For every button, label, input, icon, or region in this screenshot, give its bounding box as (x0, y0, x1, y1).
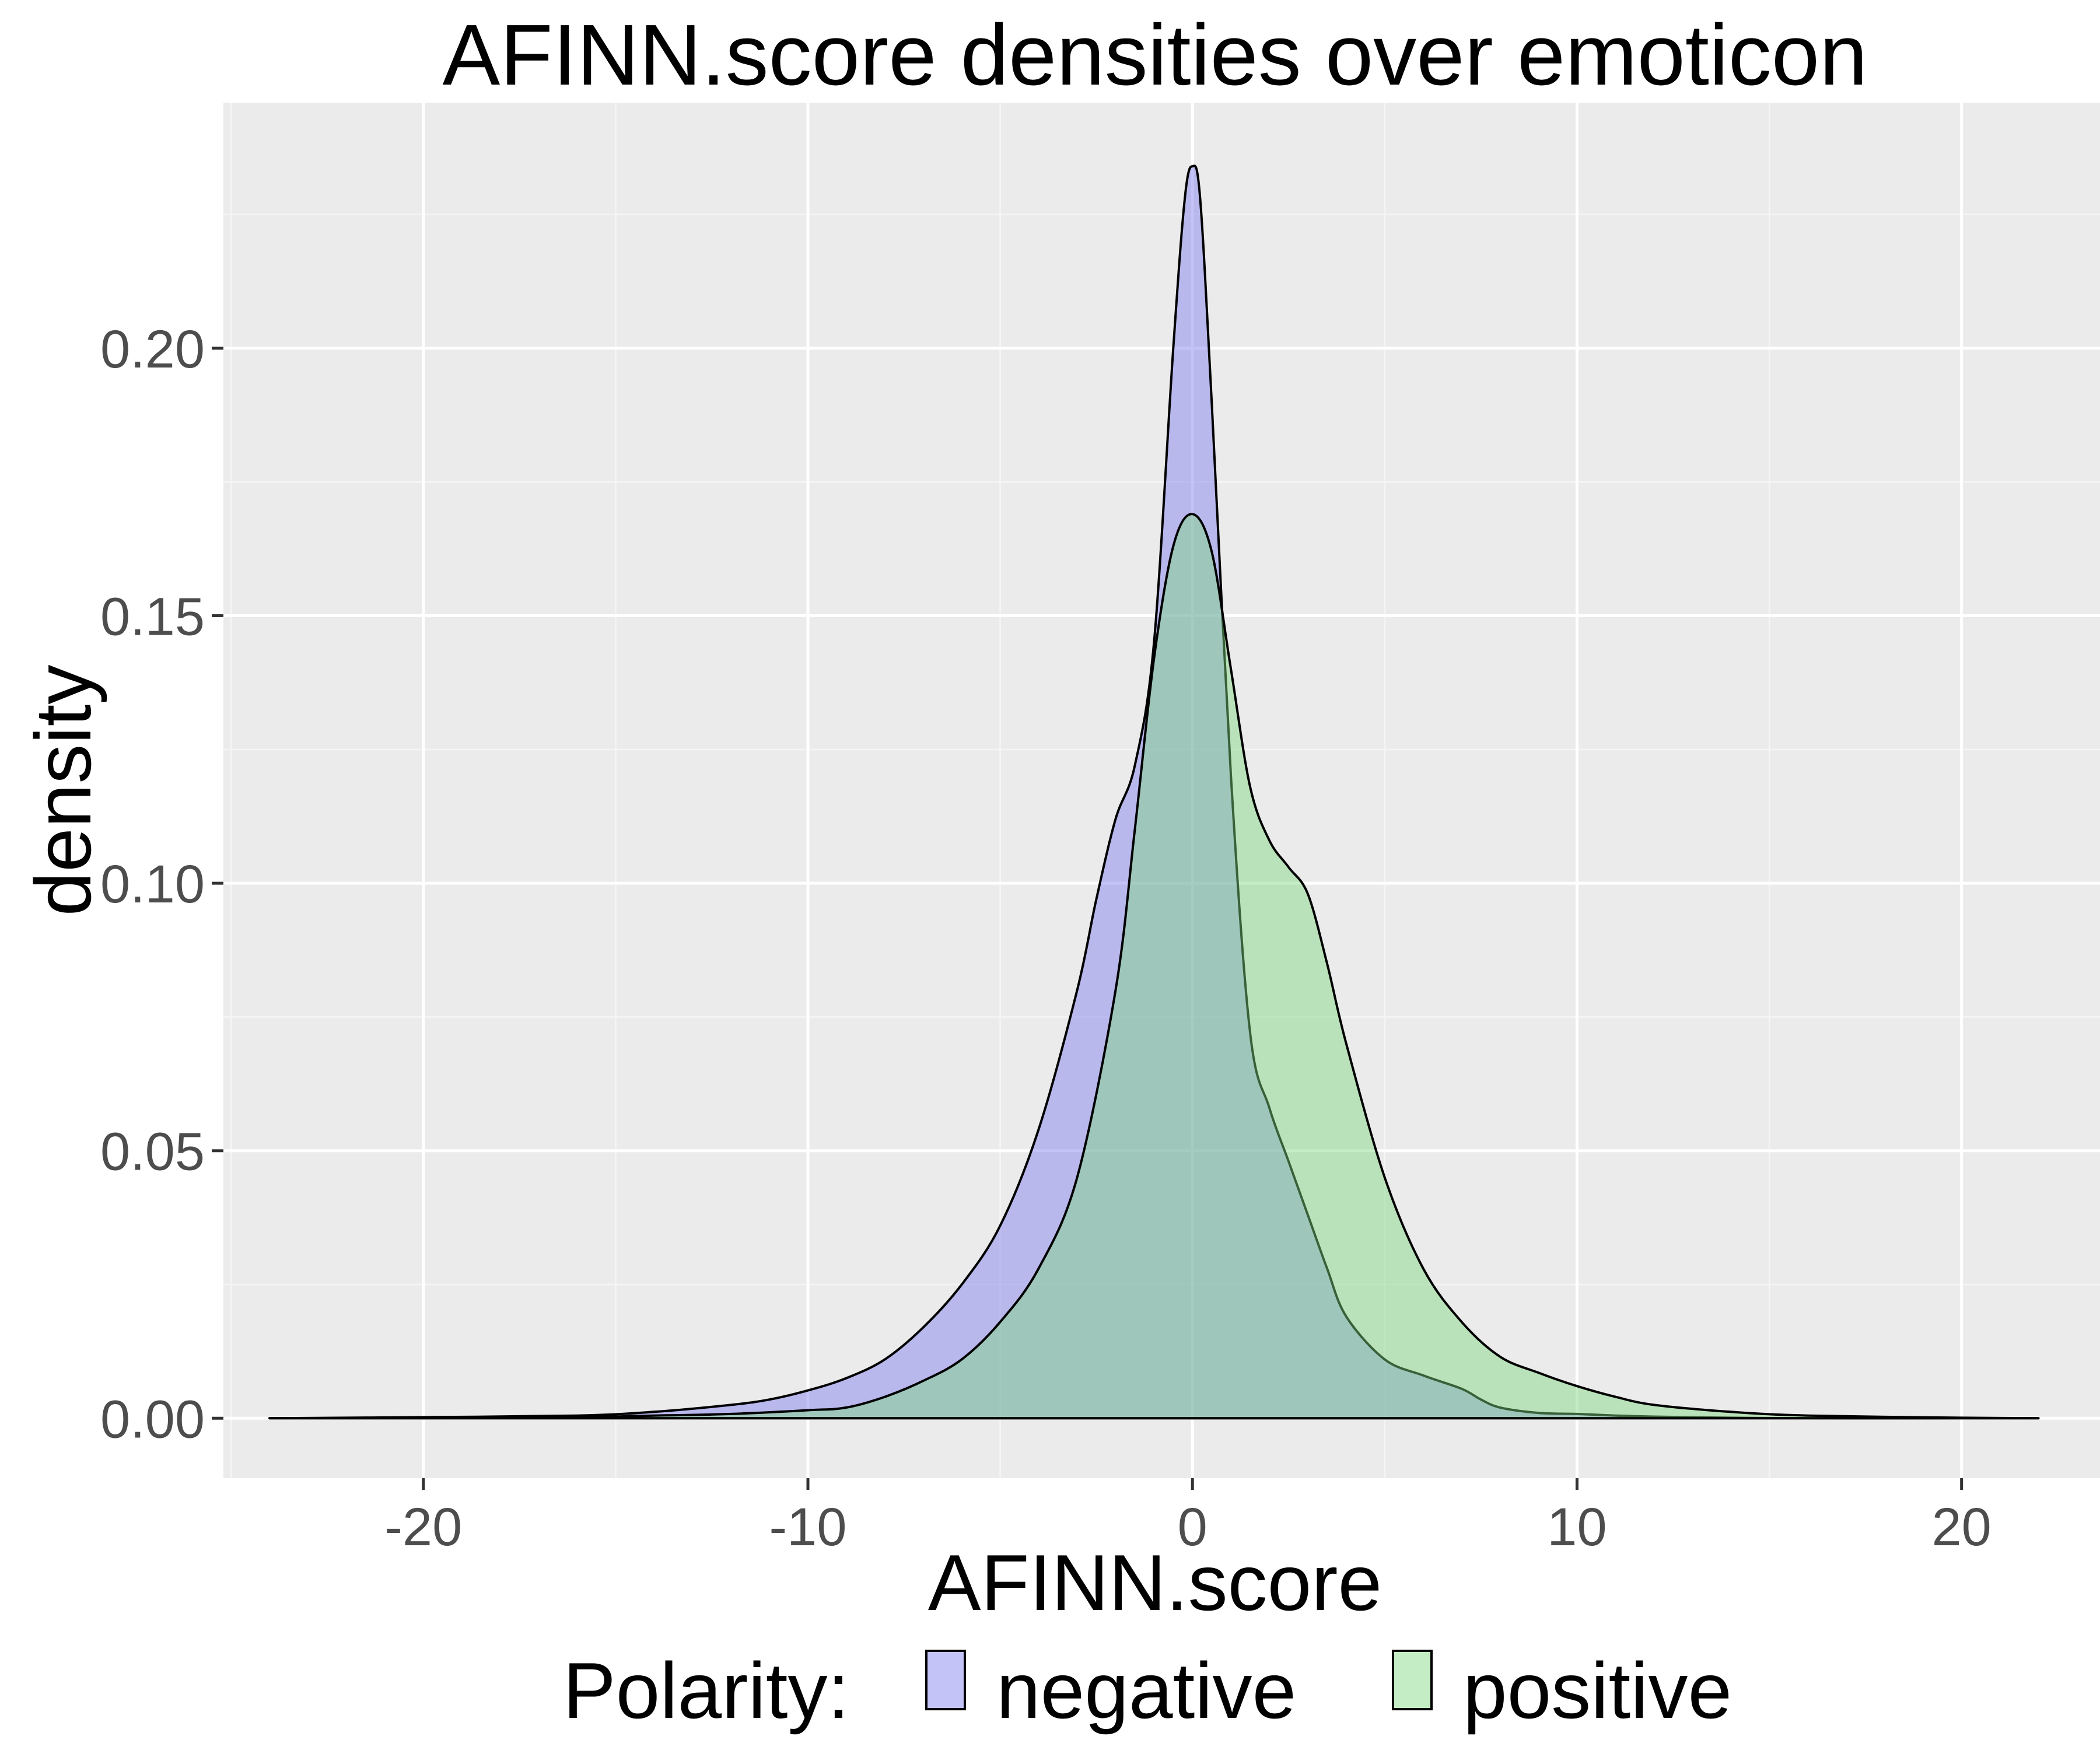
x-tick-label: 20 (1932, 1497, 1992, 1557)
density-areas (268, 164, 2040, 1420)
plot-panel (223, 103, 2100, 1478)
x-tick-label: 0 (1178, 1497, 1208, 1557)
axes: -20 -10 0 10 20 0.00 0.05 0.10 0.15 0.20 (100, 320, 1992, 1557)
x-tick-label: -10 (769, 1497, 847, 1557)
y-tick-label: 0.10 (100, 855, 205, 914)
legend-label-positive: positive (1463, 1646, 1732, 1735)
legend: Polarity: negative positive (563, 1646, 1732, 1735)
density-area-negative (268, 164, 2040, 1420)
legend-label-negative: negative (996, 1646, 1296, 1735)
y-tick-label: 0.15 (100, 587, 205, 647)
x-axis-title: AFINN.score (928, 1538, 1382, 1627)
y-tick-label: 0.20 (100, 320, 205, 379)
legend-key-negative (925, 1650, 966, 1710)
y-tick-label: 0.00 (100, 1390, 205, 1449)
legend-title: Polarity: (563, 1646, 849, 1735)
density-area-positive (268, 513, 2040, 1420)
y-tick-label: 0.05 (100, 1122, 205, 1182)
x-tick-label: 10 (1547, 1497, 1606, 1557)
chart-title: AFINN.score densities over emoticon (443, 7, 1868, 103)
y-axis-title: density (19, 665, 107, 916)
legend-key-positive (1392, 1650, 1433, 1710)
x-tick-label: -20 (384, 1497, 462, 1557)
